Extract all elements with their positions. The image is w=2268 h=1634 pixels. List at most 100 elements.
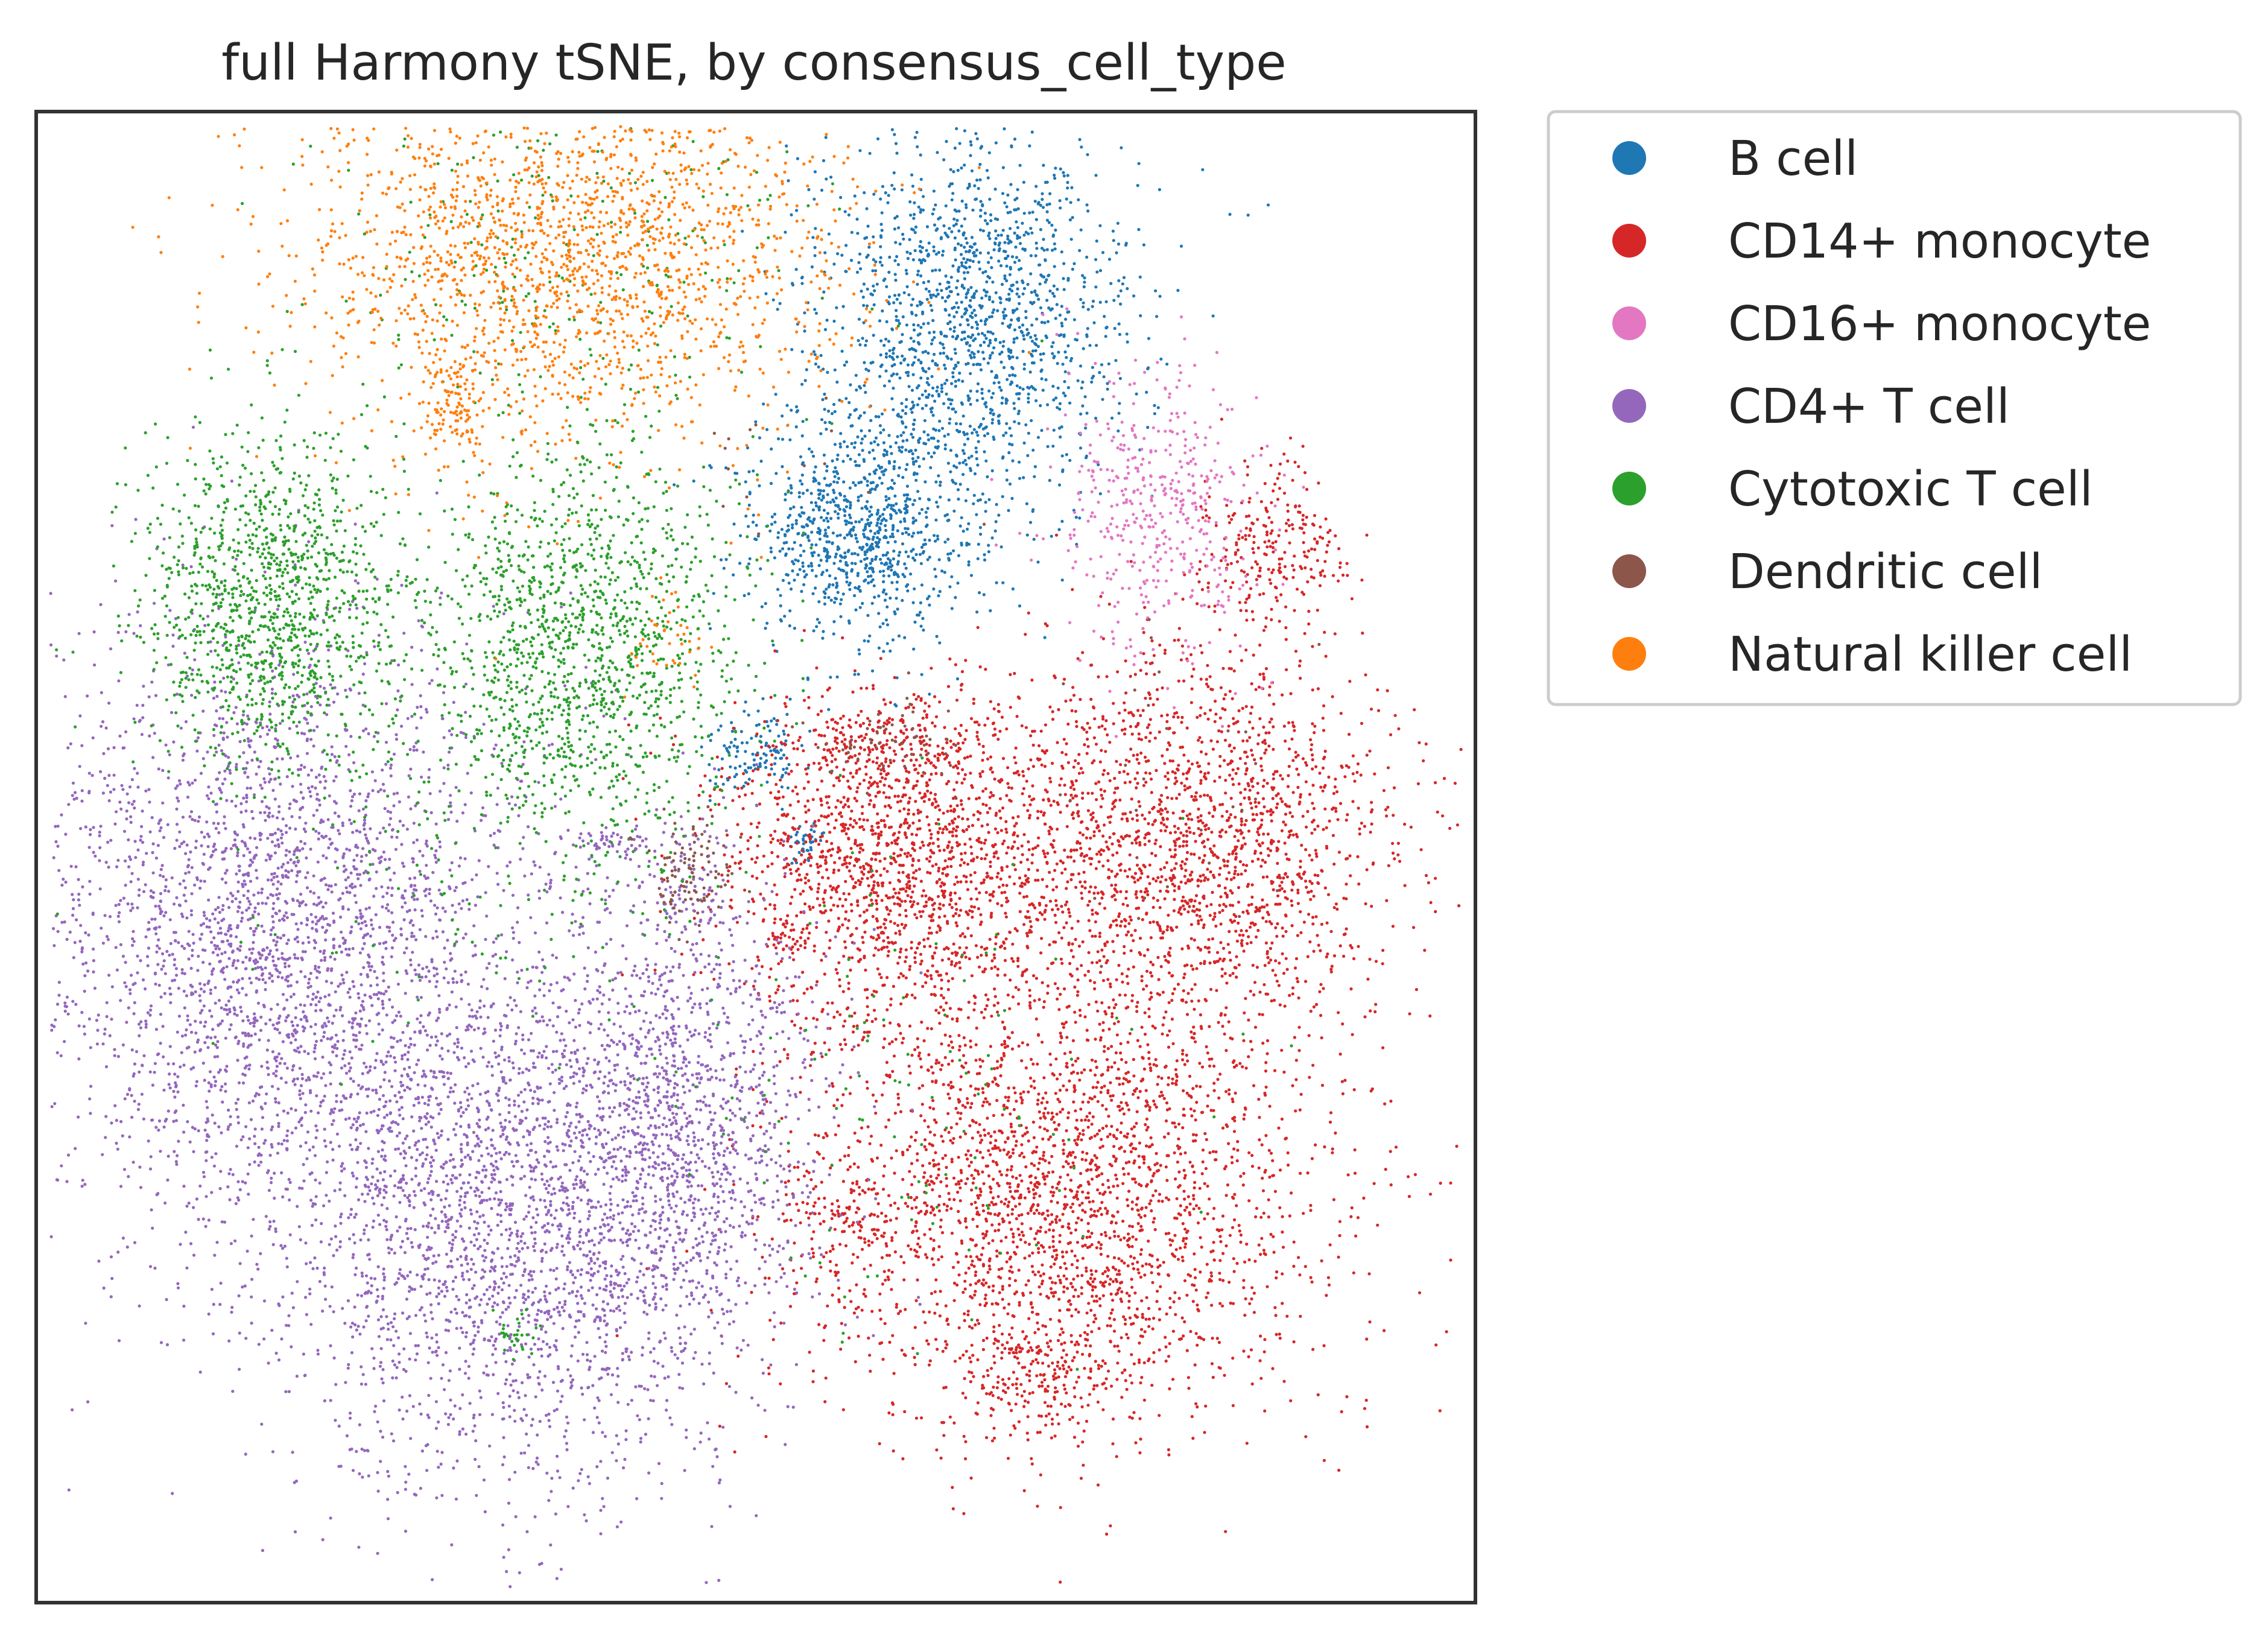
data-point bbox=[913, 201, 916, 204]
data-point bbox=[809, 856, 813, 860]
data-point bbox=[946, 865, 949, 869]
data-point bbox=[1052, 428, 1056, 432]
data-point bbox=[809, 828, 813, 832]
data-point bbox=[943, 1033, 947, 1037]
data-point bbox=[1006, 254, 1010, 258]
data-point bbox=[792, 817, 796, 820]
data-point bbox=[1156, 809, 1160, 813]
data-point bbox=[884, 918, 888, 922]
data-point bbox=[905, 496, 909, 500]
data-point bbox=[796, 532, 800, 536]
data-point bbox=[893, 273, 897, 276]
data-point bbox=[756, 767, 760, 771]
data-point bbox=[955, 1017, 959, 1021]
data-point bbox=[1218, 716, 1222, 720]
data-point bbox=[893, 839, 897, 843]
data-point bbox=[1051, 234, 1055, 238]
data-point bbox=[885, 605, 889, 609]
data-point bbox=[803, 881, 807, 885]
data-point bbox=[828, 1048, 831, 1052]
data-point bbox=[946, 809, 949, 813]
data-point bbox=[1429, 901, 1433, 904]
data-point bbox=[1003, 308, 1007, 311]
data-point bbox=[827, 795, 831, 799]
data-point bbox=[888, 461, 892, 465]
data-point bbox=[747, 525, 750, 528]
data-point bbox=[857, 339, 860, 343]
data-point bbox=[808, 833, 811, 837]
data-point bbox=[867, 369, 870, 373]
data-point bbox=[1006, 193, 1010, 197]
data-point bbox=[954, 384, 957, 388]
data-point bbox=[949, 328, 952, 331]
data-point bbox=[991, 300, 995, 303]
data-point bbox=[945, 513, 949, 516]
data-point bbox=[956, 880, 960, 884]
data-point bbox=[811, 236, 815, 239]
data-point bbox=[824, 861, 828, 864]
data-point bbox=[1064, 699, 1068, 703]
data-point bbox=[1316, 687, 1320, 691]
data-point bbox=[824, 855, 828, 859]
data-point bbox=[854, 838, 857, 842]
data-point bbox=[809, 562, 813, 565]
data-point bbox=[925, 225, 930, 229]
data-point bbox=[970, 236, 974, 239]
data-point bbox=[783, 701, 787, 705]
data-point bbox=[1313, 724, 1317, 728]
data-point bbox=[784, 492, 787, 496]
data-point bbox=[803, 575, 806, 579]
data-point bbox=[899, 434, 903, 437]
data-point bbox=[948, 227, 951, 230]
data-point bbox=[808, 447, 811, 451]
data-point bbox=[778, 549, 782, 553]
data-point bbox=[904, 503, 908, 507]
data-point bbox=[987, 231, 991, 235]
data-point bbox=[898, 446, 901, 449]
data-point bbox=[878, 852, 881, 855]
data-point bbox=[866, 1013, 870, 1017]
data-point bbox=[799, 878, 803, 882]
data-point bbox=[899, 302, 902, 305]
data-point bbox=[836, 512, 840, 516]
data-point bbox=[794, 519, 798, 522]
data-point bbox=[917, 342, 921, 346]
data-point bbox=[980, 857, 983, 861]
data-point bbox=[970, 852, 974, 855]
data-point bbox=[773, 512, 777, 516]
data-point bbox=[905, 484, 909, 488]
data-point bbox=[885, 320, 889, 324]
data-point bbox=[919, 562, 923, 565]
data-point bbox=[816, 863, 819, 866]
data-point bbox=[996, 872, 1000, 875]
data-point bbox=[866, 819, 869, 822]
data-point bbox=[908, 964, 912, 968]
data-point bbox=[854, 533, 857, 537]
data-point bbox=[834, 504, 838, 507]
data-point bbox=[733, 775, 736, 779]
data-point bbox=[764, 602, 767, 606]
data-point bbox=[860, 825, 864, 829]
data-point bbox=[960, 799, 963, 803]
data-point bbox=[1074, 516, 1078, 519]
data-point bbox=[733, 785, 736, 789]
data-point bbox=[977, 817, 980, 822]
data-point bbox=[787, 179, 790, 183]
data-point bbox=[800, 282, 804, 285]
data-point bbox=[918, 827, 922, 831]
data-point bbox=[884, 805, 887, 808]
data-point bbox=[1281, 934, 1285, 938]
data-point bbox=[972, 308, 976, 312]
data-point bbox=[1177, 679, 1180, 683]
data-point bbox=[1126, 287, 1129, 291]
data-point bbox=[959, 244, 963, 247]
data-point bbox=[994, 291, 998, 294]
data-point bbox=[1117, 279, 1121, 282]
data-point bbox=[998, 352, 1002, 356]
data-point bbox=[847, 513, 851, 517]
data-point bbox=[1234, 815, 1237, 819]
data-point bbox=[1251, 812, 1255, 816]
data-point bbox=[1067, 310, 1071, 314]
data-point bbox=[1013, 208, 1016, 212]
data-point bbox=[939, 341, 942, 345]
